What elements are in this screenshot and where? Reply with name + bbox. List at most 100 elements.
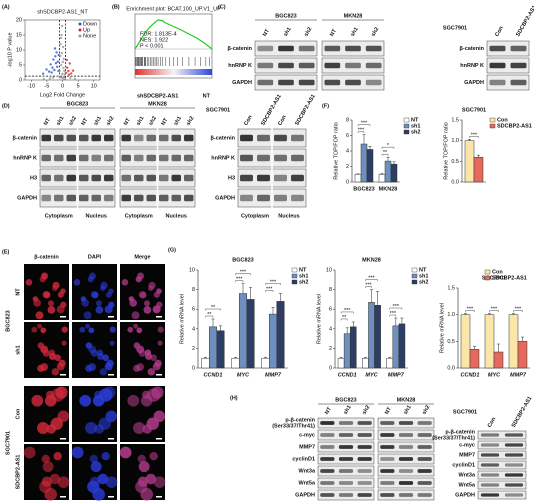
lane-label: NT <box>81 117 90 127</box>
row-label: p-β-catenin <box>445 429 475 435</box>
if-cell <box>104 362 113 371</box>
significance: *** <box>467 307 474 313</box>
blot-band <box>121 154 131 162</box>
if-cell <box>142 424 153 434</box>
point <box>60 33 63 37</box>
if-cell <box>41 272 49 280</box>
if-cell <box>149 452 158 461</box>
lane-label: sh2 <box>303 27 313 38</box>
if-cell <box>131 311 140 320</box>
if-cell <box>137 272 145 280</box>
if-cell <box>156 301 163 308</box>
row-label: hnRNP K <box>460 63 484 69</box>
scale-bar <box>156 438 162 440</box>
blot-band <box>398 481 414 485</box>
panel-label: (B) <box>112 4 120 10</box>
blot-band <box>417 469 432 473</box>
legend-label: NT <box>419 267 427 273</box>
blot-strip <box>477 430 527 440</box>
lane-label: SDCBP2-AS1 <box>515 5 534 38</box>
row-label: Wnt5a <box>299 480 316 486</box>
blot-band <box>274 134 287 142</box>
if-cell <box>108 288 114 294</box>
x-axis-label: Log2 Fold Change <box>40 92 85 98</box>
legend-swatch <box>403 129 410 135</box>
point <box>50 71 53 74</box>
cell-line-label: SGC7901 <box>453 409 477 415</box>
cell-line-label: BGC823 <box>335 397 356 403</box>
if-cell <box>83 311 92 320</box>
point <box>61 72 64 76</box>
error-bar <box>249 287 252 300</box>
legend-label: Con <box>497 117 508 123</box>
row-label: GAPDH <box>295 492 315 498</box>
if-cell <box>85 422 98 434</box>
blot-band <box>345 45 361 52</box>
row-label: GAPDH <box>232 80 252 86</box>
error-bar <box>392 161 396 165</box>
blot-band <box>357 457 372 461</box>
row-label: β-catenin <box>211 135 236 141</box>
point <box>61 77 65 80</box>
sig-bracket <box>235 273 251 276</box>
point <box>73 77 77 81</box>
y-tick-label: 1.5 <box>447 285 455 291</box>
if-cell <box>97 473 109 485</box>
cell-line-label: SGC7901 <box>443 25 467 31</box>
blot-band <box>480 493 500 497</box>
group-label: NT <box>203 93 211 99</box>
blot-band <box>338 469 354 473</box>
blot-band <box>398 445 414 449</box>
group-label: shSDCBP2-AS1 <box>137 93 178 99</box>
if-cell <box>85 364 93 372</box>
point <box>55 65 59 69</box>
y-tick-label: 2 <box>192 346 195 352</box>
if-cell <box>61 340 67 346</box>
blot-band <box>66 194 76 202</box>
blot-band <box>504 463 524 467</box>
fraction-label: Nucleus <box>166 213 187 219</box>
blot-band <box>146 194 156 202</box>
blot-band <box>417 481 432 485</box>
blot-band <box>338 493 354 497</box>
legend-swatch <box>403 117 410 123</box>
significance: *** <box>365 283 372 289</box>
legend-swatch <box>411 273 418 279</box>
blot-band <box>357 481 372 485</box>
significance: *** <box>393 304 400 310</box>
error-bar <box>388 356 392 359</box>
blot-strip <box>477 450 527 460</box>
row-label: MMP7 <box>299 444 315 450</box>
blot-band <box>417 445 432 449</box>
if-cell <box>143 305 152 314</box>
blot-band <box>91 194 101 202</box>
y-tick-label: 0 <box>346 179 349 185</box>
sig-bracket <box>381 147 395 149</box>
annotation: FDR: 1.813E-4 <box>140 31 177 37</box>
row-label: Wnt3a <box>459 472 476 478</box>
if-cell <box>140 488 154 501</box>
x-tick-label: MMP7 <box>510 372 527 378</box>
error-bar <box>394 317 398 326</box>
if-cell <box>89 454 98 464</box>
blot-band <box>489 62 506 69</box>
if-cell <box>89 476 101 487</box>
significance: *** <box>471 132 478 138</box>
if-cell <box>57 476 70 488</box>
row-label: Wnt3a <box>299 468 316 474</box>
blot-band <box>480 463 500 467</box>
scale-bar <box>108 438 114 440</box>
point <box>54 62 58 65</box>
legend-label: sh2 <box>419 279 428 285</box>
lane-label: NT <box>384 406 393 416</box>
error-bar <box>368 146 372 150</box>
y-tick-label: 10 <box>326 267 332 273</box>
bar <box>378 174 386 183</box>
blot-band <box>320 421 335 425</box>
blot-band <box>380 457 395 461</box>
bar <box>386 357 394 369</box>
blot-band <box>345 62 361 69</box>
lane-label: NT <box>123 117 132 127</box>
blot-band <box>480 443 500 447</box>
if-cell <box>35 311 44 320</box>
